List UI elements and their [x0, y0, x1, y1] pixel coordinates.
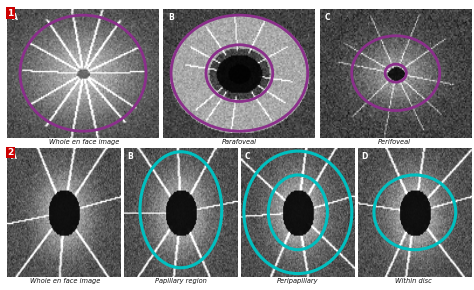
Text: B: B [168, 12, 174, 21]
Text: Within disc: Within disc [395, 278, 432, 284]
Text: A: A [10, 152, 17, 161]
Text: C: C [324, 12, 330, 21]
Text: 1: 1 [7, 9, 13, 18]
Text: Parafoveal: Parafoveal [222, 139, 257, 145]
Text: C: C [245, 152, 250, 161]
Text: Papillary region: Papillary region [155, 278, 207, 284]
Text: B: B [128, 152, 133, 161]
Text: Whole en face image: Whole en face image [49, 139, 120, 145]
Text: Whole en face image: Whole en face image [30, 278, 100, 284]
Text: A: A [12, 12, 18, 21]
Text: 2: 2 [7, 148, 13, 157]
Text: D: D [362, 152, 368, 161]
Text: Perifoveal: Perifoveal [378, 139, 410, 145]
Text: Peripapillary: Peripapillary [277, 278, 318, 284]
